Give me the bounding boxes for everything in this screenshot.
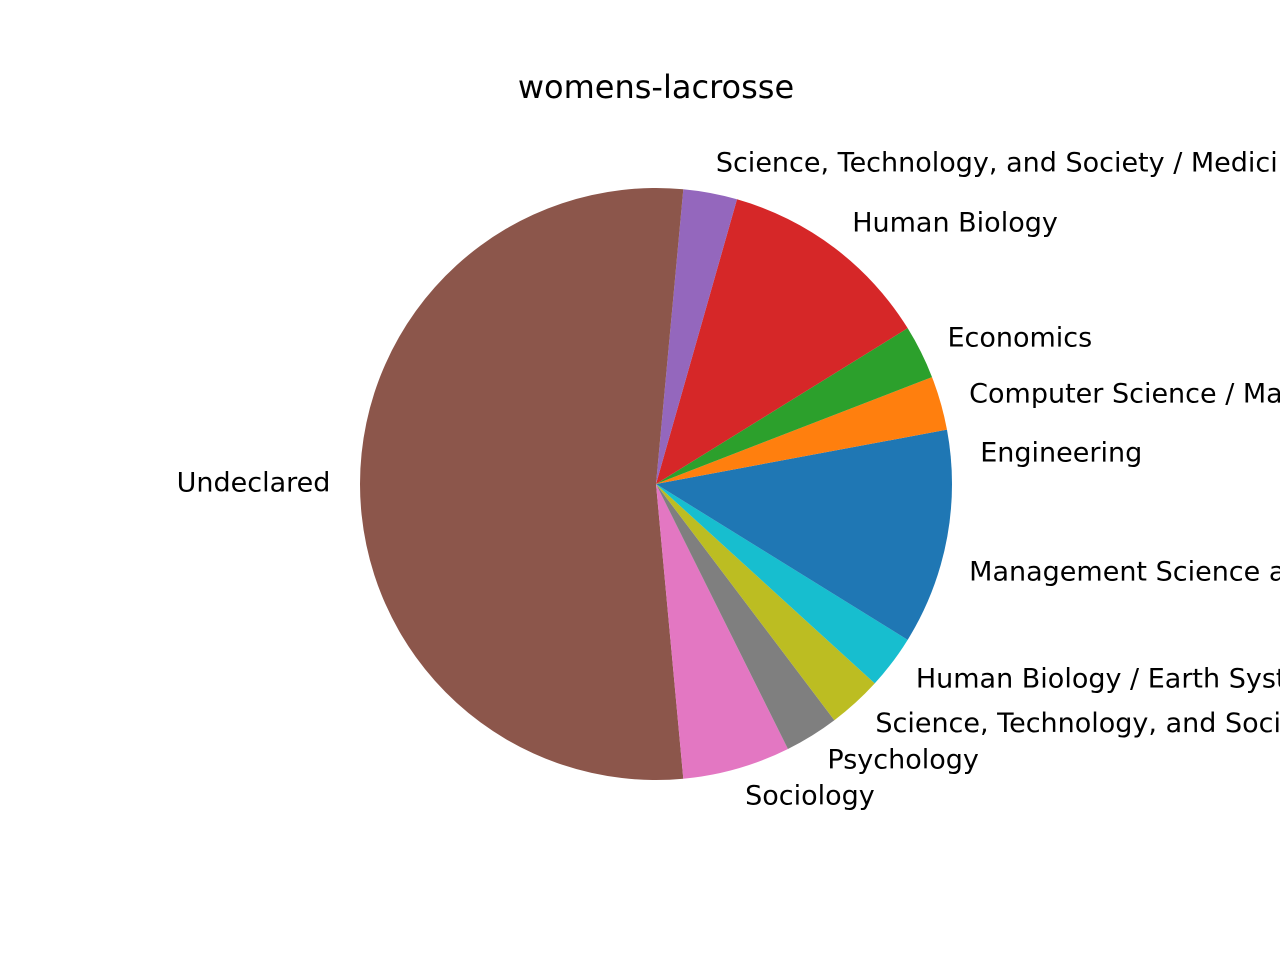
pie-label-science-technology-and-society: Science, Technology, and Society	[875, 708, 1280, 739]
chart-title: womens-lacrosse	[518, 68, 794, 106]
pie-label-science-technology-and-society-medicine: Science, Technology, and Society / Medic…	[716, 147, 1280, 178]
pie-slice-undeclared	[360, 188, 684, 780]
pie-slice-psychology	[656, 484, 835, 749]
pie-slice-science-technology-and-society	[656, 484, 875, 721]
pie-slices	[360, 188, 952, 780]
pie-label-psychology: Psychology	[827, 744, 978, 775]
pie-slice-human-biology-earth-systems	[656, 484, 908, 684]
pie-label-undeclared: Undeclared	[177, 468, 331, 499]
pie-label-management-science-and-engineering: Management Science and Engineering	[969, 557, 1280, 588]
pie-labels: Engineering Computer Science / Mathematic…	[177, 147, 1280, 811]
pie-label-computer-science-mathematics: Computer Science / Mathematics	[969, 378, 1280, 409]
pie-slice-human-biology	[656, 199, 908, 484]
pie-slice-engineering	[656, 429, 952, 484]
pie-label-engineering: Engineering	[980, 437, 1142, 468]
pie-slice-economics	[656, 328, 933, 484]
pie-slice-science-technology-and-society-medicine	[656, 189, 738, 484]
pie-label-human-biology: Human Biology	[852, 208, 1058, 239]
pie-label-human-biology-earth-systems: Human Biology / Earth Systems	[916, 664, 1280, 695]
pie-slice-management-science-and-engineering	[656, 484, 952, 640]
pie-label-sociology: Sociology	[745, 781, 875, 812]
pie-slice-sociology	[656, 484, 788, 779]
pie-slice-computer-science-mathematics	[656, 377, 947, 484]
pie-label-economics: Economics	[947, 322, 1092, 353]
